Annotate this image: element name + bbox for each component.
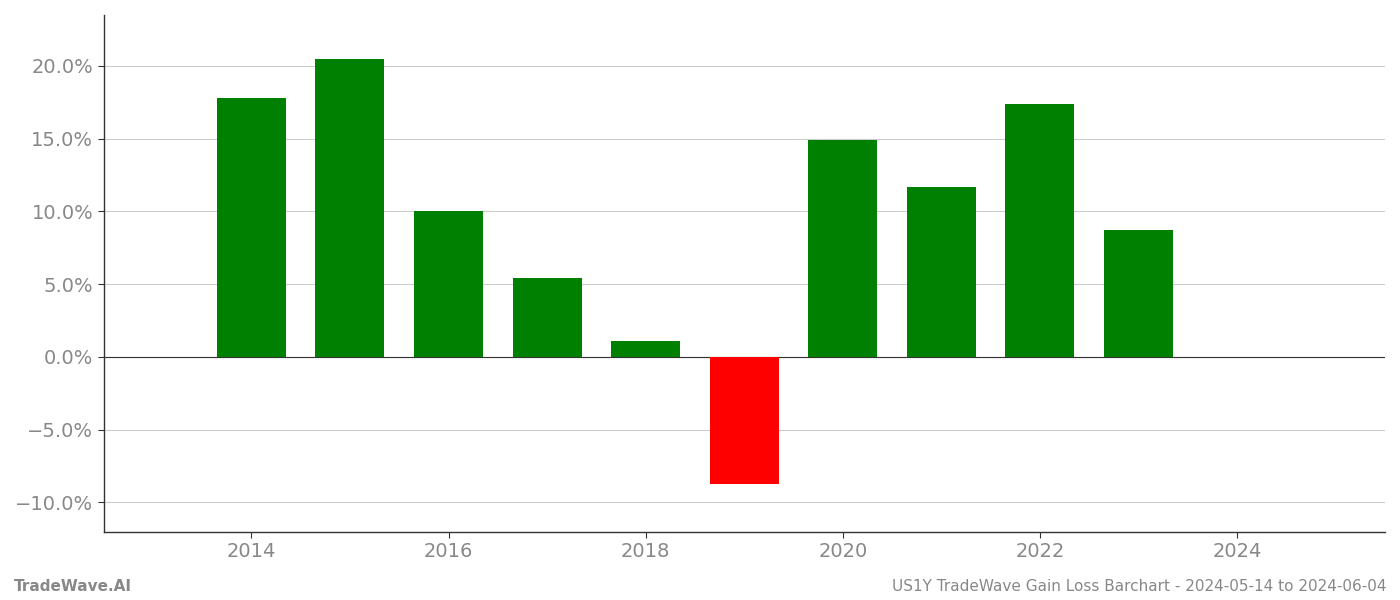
Bar <box>1005 104 1074 357</box>
Bar <box>217 98 286 357</box>
Bar <box>414 211 483 357</box>
Text: US1Y TradeWave Gain Loss Barchart - 2024-05-14 to 2024-06-04: US1Y TradeWave Gain Loss Barchart - 2024… <box>892 579 1386 594</box>
Bar <box>315 59 385 357</box>
Bar <box>808 140 878 357</box>
Bar <box>512 278 581 357</box>
Bar <box>612 341 680 357</box>
Bar <box>1105 230 1173 357</box>
Text: TradeWave.AI: TradeWave.AI <box>14 579 132 594</box>
Bar <box>907 187 976 357</box>
Bar <box>710 357 778 484</box>
